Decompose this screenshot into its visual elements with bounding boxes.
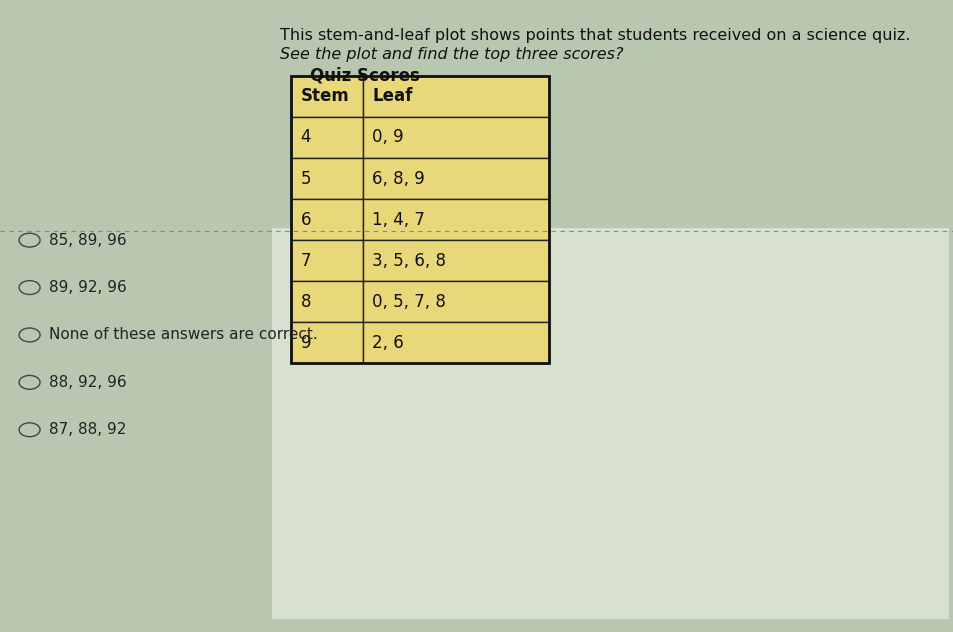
Text: 9: 9 bbox=[300, 334, 311, 352]
Text: See the plot and find the top three scores?: See the plot and find the top three scor… bbox=[279, 47, 622, 63]
Text: None of these answers are correct.: None of these answers are correct. bbox=[49, 327, 317, 343]
Text: 89, 92, 96: 89, 92, 96 bbox=[49, 280, 126, 295]
Text: 1, 4, 7: 1, 4, 7 bbox=[372, 210, 424, 229]
Text: 0, 5, 7, 8: 0, 5, 7, 8 bbox=[372, 293, 445, 311]
Text: 6, 8, 9: 6, 8, 9 bbox=[372, 169, 424, 188]
Text: This stem-and-leaf plot shows points that students received on a science quiz.: This stem-and-leaf plot shows points tha… bbox=[279, 28, 909, 44]
Text: 4: 4 bbox=[300, 128, 311, 147]
Text: Stem: Stem bbox=[300, 87, 349, 106]
Text: 6: 6 bbox=[300, 210, 311, 229]
Text: 87, 88, 92: 87, 88, 92 bbox=[49, 422, 126, 437]
Text: 2, 6: 2, 6 bbox=[372, 334, 403, 352]
Text: 85, 89, 96: 85, 89, 96 bbox=[49, 233, 126, 248]
Text: 8: 8 bbox=[300, 293, 311, 311]
Text: Leaf: Leaf bbox=[372, 87, 412, 106]
Text: 5: 5 bbox=[300, 169, 311, 188]
Text: 3, 5, 6, 8: 3, 5, 6, 8 bbox=[372, 252, 446, 270]
Text: 88, 92, 96: 88, 92, 96 bbox=[49, 375, 126, 390]
Text: 7: 7 bbox=[300, 252, 311, 270]
Text: 0, 9: 0, 9 bbox=[372, 128, 403, 147]
Text: Quiz Scores: Quiz Scores bbox=[310, 66, 419, 84]
